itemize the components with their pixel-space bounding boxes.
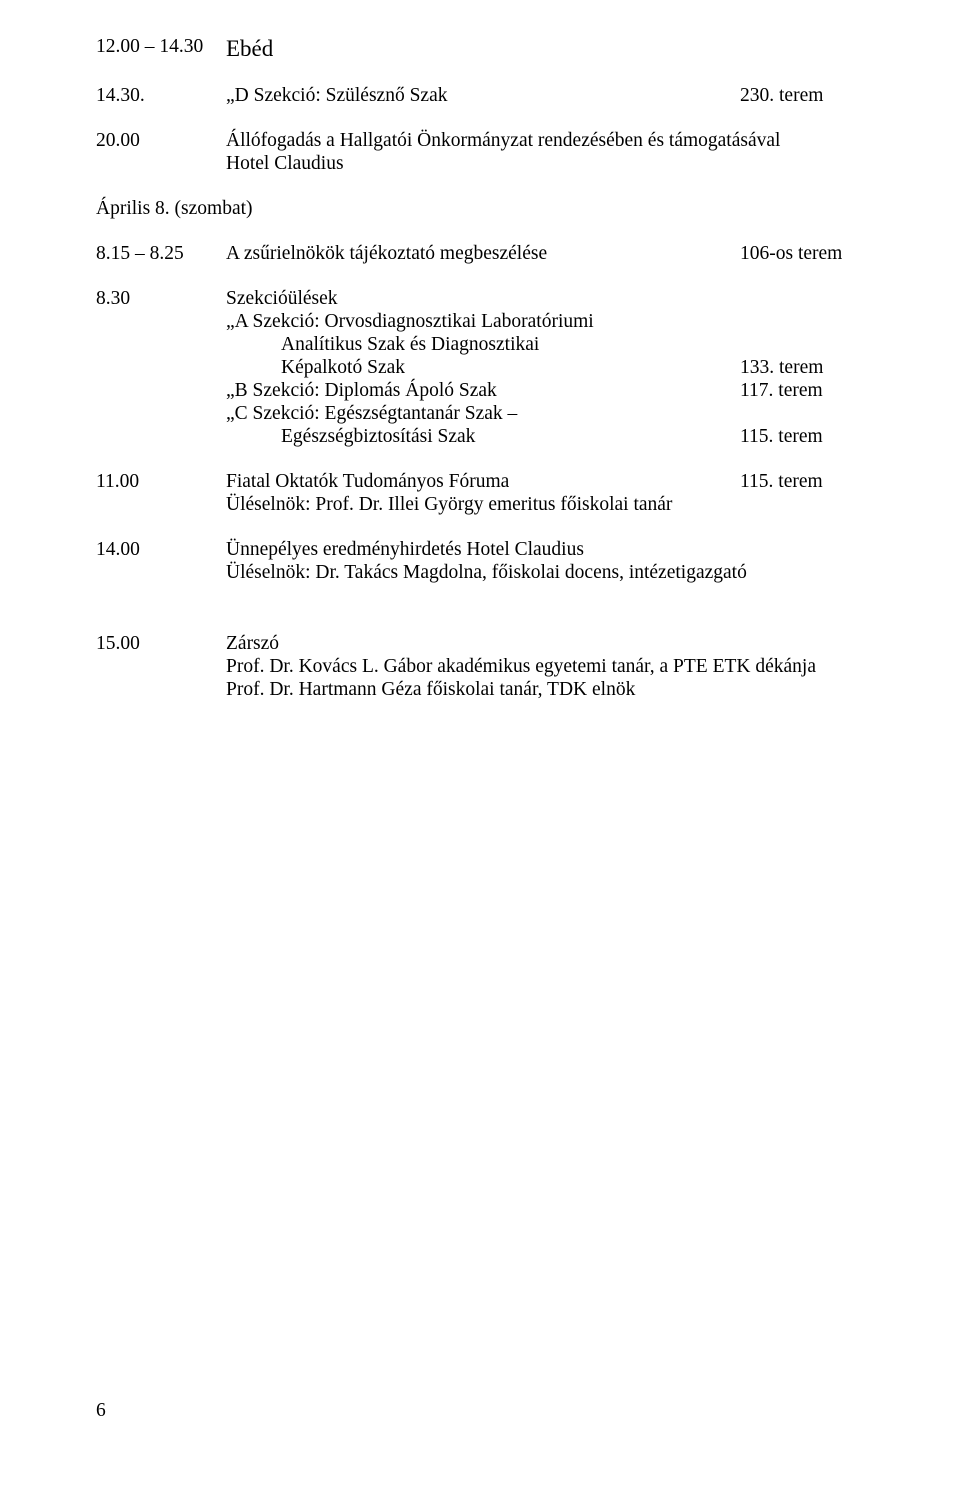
chair-label: Üléselnök: Dr. Takács Magdolna, főiskola… — [226, 561, 870, 584]
room-label: 117. terem — [740, 379, 870, 402]
schedule-closing-line1: Prof. Dr. Kovács L. Gábor akadémikus egy… — [96, 655, 870, 678]
event-label: Ünnepélyes eredményhirdetés Hotel Claudi… — [226, 538, 870, 561]
section-a-line1: „A Szekció: Orvosdiagnosztikai Laboratór… — [96, 310, 870, 333]
schedule-results-chair: Üléselnök: Dr. Takács Magdolna, főiskola… — [96, 561, 870, 584]
room-label: 230. terem — [740, 84, 870, 107]
schedule-reception: 20.00 Állófogadás a Hallgatói Önkormányz… — [96, 129, 870, 152]
schedule-session-d: 14.30. „D Szekció: Szülésznő Szak 230. t… — [96, 84, 870, 107]
section-b: „B Szekció: Diplomás Ápoló Szak 117. ter… — [96, 379, 870, 402]
time-label: 11.00 — [96, 470, 226, 493]
time-label: 14.30. — [96, 84, 226, 107]
time-label: 8.30 — [96, 287, 226, 310]
schedule-jury: 8.15 – 8.25 A zsűrielnökök tájékoztató m… — [96, 242, 870, 265]
schedule-results: 14.00 Ünnepélyes eredményhirdetés Hotel … — [96, 538, 870, 561]
text: Analítikus Szak és Diagnosztikai — [226, 333, 870, 356]
schedule-closing-line2: Prof. Dr. Hartmann Géza főiskolai tanár,… — [96, 678, 870, 701]
time-label: 15.00 — [96, 632, 226, 655]
text: Egészségbiztosítási Szak — [226, 425, 740, 448]
chair-label: Üléselnök: Prof. Dr. Illei György emerit… — [226, 493, 870, 516]
event-label: Fiatal Oktatók Tudományos Fóruma — [226, 470, 740, 493]
text: „B Szekció: Diplomás Ápoló Szak — [226, 379, 740, 402]
schedule-forum-chair: Üléselnök: Prof. Dr. Illei György emerit… — [96, 493, 870, 516]
section-c-line1: „C Szekció: Egészségtantanár Szak – — [96, 402, 870, 425]
section-c-line2: Egészségbiztosítási Szak 115. terem — [96, 425, 870, 448]
section-a-line3: Képalkotó Szak 133. terem — [96, 356, 870, 379]
room-label: 115. terem — [740, 425, 870, 448]
room-label: 106-os terem — [740, 242, 870, 265]
event-label: A zsűrielnökök tájékoztató megbeszélése — [226, 242, 740, 265]
event-label: Zárszó — [226, 632, 870, 655]
time-label: 12.00 – 14.30 — [96, 35, 226, 62]
text: „A Szekció: Orvosdiagnosztikai Laboratór… — [226, 310, 870, 333]
schedule-lunch: 12.00 – 14.30 Ebéd — [96, 35, 870, 62]
section-a-line2: Analítikus Szak és Diagnosztikai — [96, 333, 870, 356]
schedule-sections: 8.30 Szekcióülések — [96, 287, 870, 310]
text: Képalkotó Szak — [226, 356, 740, 379]
time-label: 8.15 – 8.25 — [96, 242, 226, 265]
event-label: „D Szekció: Szülésznő Szak — [226, 84, 740, 107]
date-label: Április 8. (szombat) — [96, 197, 870, 220]
event-label: Szekcióülések — [226, 287, 870, 310]
text: Prof. Dr. Hartmann Géza főiskolai tanár,… — [226, 678, 870, 701]
time-label: 20.00 — [96, 129, 226, 152]
text: „C Szekció: Egészségtantanár Szak – — [226, 402, 870, 425]
text: Prof. Dr. Kovács L. Gábor akadémikus egy… — [226, 655, 870, 678]
room-label: 133. terem — [740, 356, 870, 379]
schedule-forum: 11.00 Fiatal Oktatók Tudományos Fóruma 1… — [96, 470, 870, 493]
schedule-closing: 15.00 Zárszó — [96, 632, 870, 655]
room-label: 115. terem — [740, 470, 870, 493]
schedule-reception-sub: Hotel Claudius — [96, 152, 870, 175]
event-label: Ebéd — [226, 35, 870, 62]
time-label: 14.00 — [96, 538, 226, 561]
event-sub-label: Hotel Claudius — [226, 152, 870, 175]
page-content: 12.00 – 14.30 Ebéd 14.30. „D Szekció: Sz… — [0, 0, 960, 701]
page-number: 6 — [96, 1400, 106, 1422]
event-label: Állófogadás a Hallgatói Önkormányzat ren… — [226, 129, 870, 152]
